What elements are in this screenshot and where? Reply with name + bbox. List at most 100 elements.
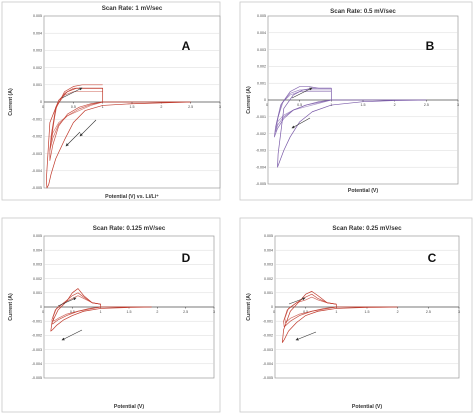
- chart-panel-c: 0.005 0.004 0.003 0.002 0.001 0 -0.001 -0.002 -0…: [239, 217, 473, 413]
- x-tick-label: 1.5: [365, 310, 370, 314]
- y-tick-label: 0.003: [33, 49, 42, 53]
- x-tick-label: 1.5: [130, 105, 135, 109]
- y-tick-label: 0.005: [257, 14, 266, 18]
- y-tick-label: 0.002: [257, 65, 266, 69]
- y-tick-label: -0.003: [32, 348, 42, 352]
- y-axis-label: Current (A): [246, 293, 252, 321]
- scan-direction-arrow: [291, 117, 311, 129]
- y-tick-label: -0.004: [256, 165, 266, 169]
- scan-direction-arrow: [61, 329, 83, 341]
- cv-cycle-3: [52, 295, 101, 322]
- scan-direction-arrow: [61, 87, 83, 99]
- y-tick-label: 0.002: [33, 66, 42, 70]
- y-tick-label: 0.004: [33, 31, 42, 35]
- x-tick-label: 0: [42, 105, 44, 109]
- y-tick-label: 0.003: [33, 263, 42, 267]
- y-tick-label: 0.001: [33, 83, 42, 87]
- cv-cycle-1: [46, 87, 191, 189]
- x-tick-label: 0: [42, 310, 44, 314]
- y-tick-label: -0.003: [263, 348, 273, 352]
- y-tick-label: 0.005: [33, 234, 42, 238]
- y-tick-label: -0.001: [32, 117, 42, 121]
- x-tick-label: 2.5: [426, 310, 431, 314]
- y-tick-label: -0.004: [263, 362, 273, 366]
- y-tick-label: -0.001: [256, 115, 266, 119]
- y-tick-label: 0.001: [33, 291, 42, 295]
- y-tick-label: 0.001: [264, 291, 273, 295]
- y-tick-label: -0.003: [256, 149, 266, 153]
- y-tick-label: 0.001: [257, 81, 266, 85]
- y-tick-label: -0.001: [263, 319, 273, 323]
- y-tick-label: -0.002: [32, 334, 42, 338]
- cv-cycle-4: [50, 91, 103, 142]
- x-tick-label: 2: [397, 310, 399, 314]
- panel-letter: D: [182, 251, 191, 265]
- scan-direction-arrow: [288, 297, 306, 305]
- x-tick-label: 3: [219, 105, 221, 109]
- y-axis-label: Current (A): [246, 86, 252, 114]
- y-tick-label: -0.001: [32, 319, 42, 323]
- chart-title: Scan Rate: 0.25 mV/sec: [332, 225, 402, 232]
- chart-panel-d: 0.005 0.004 0.003 0.002 0.001 0 -0.001 -0.002 -0…: [1, 217, 221, 413]
- x-tick-label: 1: [102, 105, 104, 109]
- x-tick-label: 3: [457, 103, 459, 107]
- x-tick-label: 1.5: [127, 310, 132, 314]
- x-axis-label: Potential (V) vs. Li/Li⁺: [105, 194, 159, 200]
- x-axis-label: Potential (V): [348, 188, 379, 194]
- y-tick-label: 0: [40, 305, 42, 309]
- cv-cycle-4: [276, 91, 332, 128]
- y-tick-label: 0: [40, 100, 42, 104]
- x-tick-label: 0.5: [303, 310, 308, 314]
- y-tick-label: 0.002: [33, 277, 42, 281]
- y-tick-label: 0: [271, 305, 273, 309]
- cv-cycle-3: [284, 296, 337, 323]
- y-axis-label: Current (A): [8, 293, 14, 321]
- x-axis-label: Potential (V): [114, 404, 145, 410]
- y-tick-label: 0.005: [33, 14, 42, 18]
- y-tick-label: -0.004: [32, 169, 42, 173]
- x-axis-label: Potential (V): [352, 404, 383, 410]
- cv-cycle-1: [277, 87, 427, 168]
- x-tick-label: 2.5: [424, 103, 429, 107]
- x-tick-label: 0.5: [70, 310, 75, 314]
- x-tick-label: 3: [458, 310, 460, 314]
- x-tick-label: 1: [100, 310, 102, 314]
- y-tick-label: -0.002: [263, 334, 273, 338]
- x-tick-label: 2.5: [188, 105, 193, 109]
- scan-direction-arrow: [57, 297, 77, 307]
- y-tick-label: 0: [264, 98, 266, 102]
- y-tick-label: -0.005: [256, 182, 266, 186]
- x-tick-label: 2: [160, 105, 162, 109]
- y-tick-label: 0.004: [33, 248, 42, 252]
- x-tick-label: 0: [273, 310, 275, 314]
- panel-letter: A: [182, 39, 191, 53]
- y-tick-label: -0.004: [32, 362, 42, 366]
- x-tick-label: 2.5: [183, 310, 188, 314]
- y-tick-label: 0.003: [257, 48, 266, 52]
- y-tick-label: 0.004: [257, 31, 266, 35]
- scan-direction-arrow: [291, 87, 313, 99]
- y-tick-label: 0.003: [264, 263, 273, 267]
- y-tick-label: 0.004: [264, 248, 273, 252]
- panel-letter: C: [428, 251, 437, 265]
- cv-cycle-2: [49, 84, 103, 161]
- x-tick-label: 0.5: [71, 105, 76, 109]
- x-tick-label: 3: [213, 310, 215, 314]
- y-tick-label: -0.003: [32, 152, 42, 156]
- x-tick-label: 0.5: [297, 103, 302, 107]
- scan-direction-arrow: [295, 331, 317, 341]
- x-tick-label: 1: [335, 310, 337, 314]
- chart-panel-b: 0.005 0.004 0.003 0.002 0.001 0 -0.001 -0.002 -0…: [239, 1, 473, 201]
- panel-letter: B: [426, 39, 435, 53]
- scan-direction-arrow: [79, 119, 97, 137]
- chart-title: Scan Rate: 0.5 mV/sec: [330, 8, 396, 15]
- scan-direction-arrow: [65, 131, 81, 147]
- y-tick-label: 0.002: [264, 277, 273, 281]
- chart-title: Scan Rate: 0.125 mV/sec: [93, 225, 166, 232]
- y-tick-label: 0.005: [264, 234, 273, 238]
- chart-panel-a: 0.005 0.004 0.003 0.002 0.001 0 -0.001 -0.002 -0…: [1, 1, 221, 201]
- x-tick-label: 2: [394, 103, 396, 107]
- y-axis-label: Current (A): [8, 88, 14, 116]
- x-tick-label: 0: [266, 103, 268, 107]
